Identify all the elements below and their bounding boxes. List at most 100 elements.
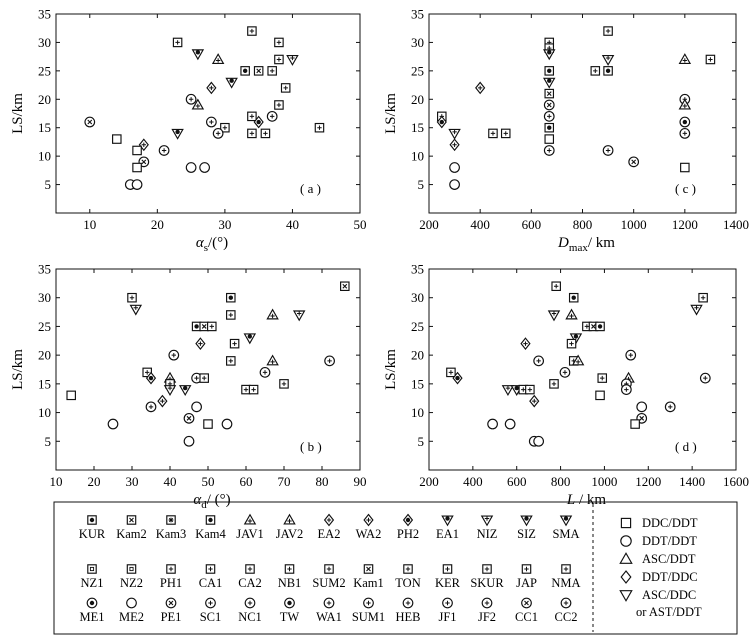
data-point <box>698 292 708 303</box>
data-point <box>195 337 206 351</box>
glyph-dot <box>405 517 411 523</box>
x-axis-label-sub: s <box>204 242 208 254</box>
legend-item: CC1 <box>515 597 538 624</box>
glyph-plus <box>569 313 574 319</box>
glyph-plus <box>536 358 541 364</box>
data-point <box>340 281 350 292</box>
glyph-dot <box>547 68 552 74</box>
legend-symbol <box>323 597 335 609</box>
marker-square <box>87 564 97 574</box>
data-point <box>314 122 325 133</box>
glyph-plus <box>448 370 454 375</box>
glyph-plus <box>547 114 552 119</box>
data-point <box>127 292 137 303</box>
data-point <box>253 115 264 129</box>
legend-label: KER <box>435 576 461 590</box>
glyph-dot <box>573 334 579 339</box>
glyph-plus <box>477 85 483 91</box>
legend-item: JAV1 <box>236 513 264 541</box>
data-point <box>595 390 605 401</box>
glyph-cross <box>201 324 207 329</box>
glyph-dot <box>194 324 199 329</box>
glyph-plus <box>171 352 176 358</box>
legend-symbol <box>126 515 137 525</box>
glyph-plus <box>249 114 255 119</box>
data-point <box>199 162 210 173</box>
data-point <box>178 385 192 397</box>
glyph-cross <box>168 600 174 606</box>
glyph-plus <box>133 305 138 310</box>
y-tick-label: 35 <box>38 7 51 22</box>
data-point <box>705 54 716 65</box>
glyph-dot <box>439 119 444 125</box>
legend-type-item: DDC/DDT <box>620 516 698 530</box>
y-tick-label: 15 <box>411 376 424 391</box>
data-point <box>221 418 233 430</box>
data-point <box>571 354 585 366</box>
glyph-cross <box>366 566 371 572</box>
glyph-cross <box>186 415 192 421</box>
glyph-plus <box>148 404 154 410</box>
data-point <box>449 162 460 173</box>
legend-item: NZ2 <box>120 564 143 590</box>
legend-frame <box>53 501 738 635</box>
data-point <box>500 128 511 139</box>
data-point <box>226 356 236 366</box>
data-point <box>248 384 259 395</box>
glyph-plus <box>445 566 450 572</box>
glyph-plus <box>366 517 371 523</box>
x-tick-label: 400 <box>470 217 490 232</box>
legend-symbol <box>283 513 296 525</box>
legend-symbol <box>561 564 571 574</box>
x-axis-label-symbol: α <box>196 235 205 251</box>
legend-item: JAV2 <box>276 513 303 541</box>
legend-type-symbol <box>619 552 633 564</box>
glyph-dot <box>571 295 576 300</box>
legend-symbol <box>480 515 494 527</box>
glyph-plus <box>290 55 295 61</box>
legend-label: SUM1 <box>352 610 385 624</box>
legend-symbol <box>126 597 137 609</box>
glyph-plus <box>208 600 213 606</box>
legend-symbol <box>521 597 532 609</box>
legend-symbol <box>243 513 257 525</box>
y-tick-label: 5 <box>45 177 52 192</box>
legend-label: KUR <box>79 527 106 541</box>
glyph-plus <box>326 517 332 523</box>
data-point <box>191 49 205 61</box>
glyph-plus <box>228 358 233 364</box>
glyph-plus <box>232 341 237 346</box>
legend-type-label: ASC/DDC <box>642 588 696 602</box>
marker-square <box>203 419 213 429</box>
data-point <box>185 162 197 173</box>
glyph-plus <box>600 375 605 381</box>
x-axis-label: αd/ (°) <box>193 492 230 511</box>
y-tick-label: 10 <box>411 149 424 164</box>
legend-label: WA2 <box>356 527 382 541</box>
y-tick-label: 10 <box>38 405 51 420</box>
legend-item: SMA <box>552 515 580 541</box>
y-tick-label: 10 <box>38 149 51 164</box>
legend-item: PH2 <box>397 513 419 541</box>
glyph-dot <box>682 119 688 125</box>
data-point <box>267 66 277 76</box>
legend-label: JF1 <box>438 610 456 624</box>
legend-symbol <box>323 513 335 527</box>
glyph-dot <box>547 50 552 55</box>
glyph-plus <box>188 97 194 102</box>
data-point <box>504 418 516 430</box>
glyph-plus <box>141 142 147 147</box>
marker-circle <box>620 535 632 547</box>
x-tick-label: 1200 <box>635 474 661 489</box>
data-point <box>699 372 711 384</box>
legend-item: SKUR <box>470 564 504 590</box>
data-point <box>158 145 170 156</box>
legend-item: SIZ <box>517 515 536 541</box>
legend-label: SKUR <box>470 576 504 590</box>
data-point <box>203 419 213 429</box>
glyph-plus <box>262 370 268 375</box>
legend-label: EA1 <box>436 527 459 541</box>
y-tick-label: 30 <box>38 35 51 50</box>
legend-symbol <box>284 564 295 574</box>
marker-square <box>112 134 122 144</box>
